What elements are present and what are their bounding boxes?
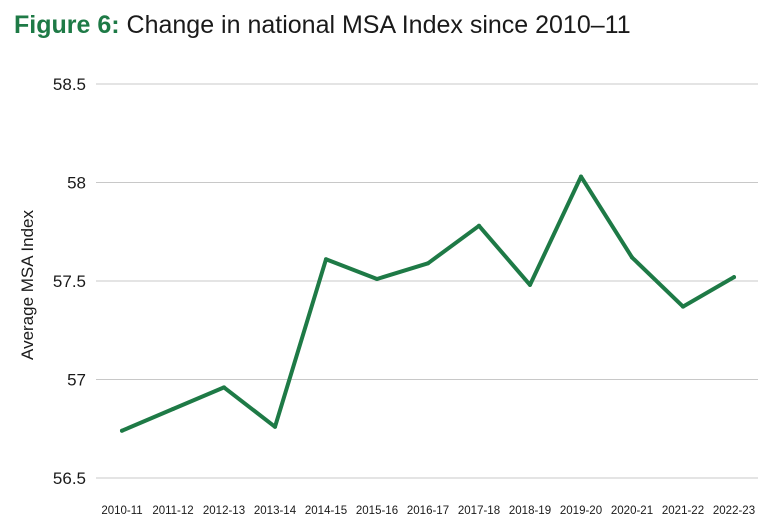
data-point bbox=[732, 275, 736, 280]
x-tick-label: 2011-12 bbox=[152, 505, 193, 517]
data-point bbox=[324, 257, 328, 262]
y-tick-label: 58.5 bbox=[53, 75, 86, 94]
y-axis-title: Average MSA Index bbox=[18, 210, 37, 360]
x-tick-label: 2010-11 bbox=[101, 505, 142, 517]
y-axis-ticks: 56.5 57 57.5 58 58.5 bbox=[53, 75, 86, 488]
x-tick-label: 2018-19 bbox=[509, 505, 551, 517]
x-tick-label: 2021-22 bbox=[662, 505, 704, 517]
series-layer bbox=[120, 174, 736, 433]
x-tick-label: 2016-17 bbox=[407, 505, 449, 517]
x-tick-label: 2019-20 bbox=[560, 505, 602, 517]
data-point bbox=[630, 255, 634, 260]
figure-title-text: Change in national MSA Index since 2010–… bbox=[126, 11, 631, 39]
x-tick-label: 2015-16 bbox=[356, 505, 398, 517]
figure-label: Figure 6: bbox=[14, 11, 120, 39]
data-point bbox=[426, 261, 430, 266]
x-tick-label: 2020-21 bbox=[611, 505, 653, 517]
x-tick-label: 2012-13 bbox=[203, 505, 245, 517]
y-tick-label: 58 bbox=[67, 174, 86, 193]
data-point bbox=[681, 304, 685, 309]
data-point bbox=[375, 277, 379, 281]
x-tick-label: 2022-23 bbox=[713, 505, 755, 517]
x-axis-ticks: 2010-11 2011-12 2012-13 2013-14 2014-15 2015-… bbox=[101, 505, 755, 517]
data-point bbox=[222, 385, 226, 390]
data-point bbox=[579, 174, 583, 179]
data-point bbox=[477, 223, 481, 228]
data-point bbox=[120, 428, 124, 433]
y-tick-label: 57.5 bbox=[53, 272, 86, 291]
y-tick-label: 56.5 bbox=[53, 469, 86, 488]
series-line bbox=[120, 174, 736, 433]
data-point bbox=[528, 282, 532, 287]
gridlines bbox=[96, 83, 758, 479]
data-point bbox=[171, 407, 175, 411]
x-tick-label: 2017-18 bbox=[458, 505, 500, 517]
x-tick-label: 2014-15 bbox=[305, 505, 347, 517]
data-point bbox=[273, 424, 277, 429]
x-tick-label: 2013-14 bbox=[254, 505, 297, 517]
figure-title: Figure 6: Change in national MSA Index s… bbox=[14, 8, 631, 42]
y-tick-label: 57 bbox=[67, 371, 86, 390]
